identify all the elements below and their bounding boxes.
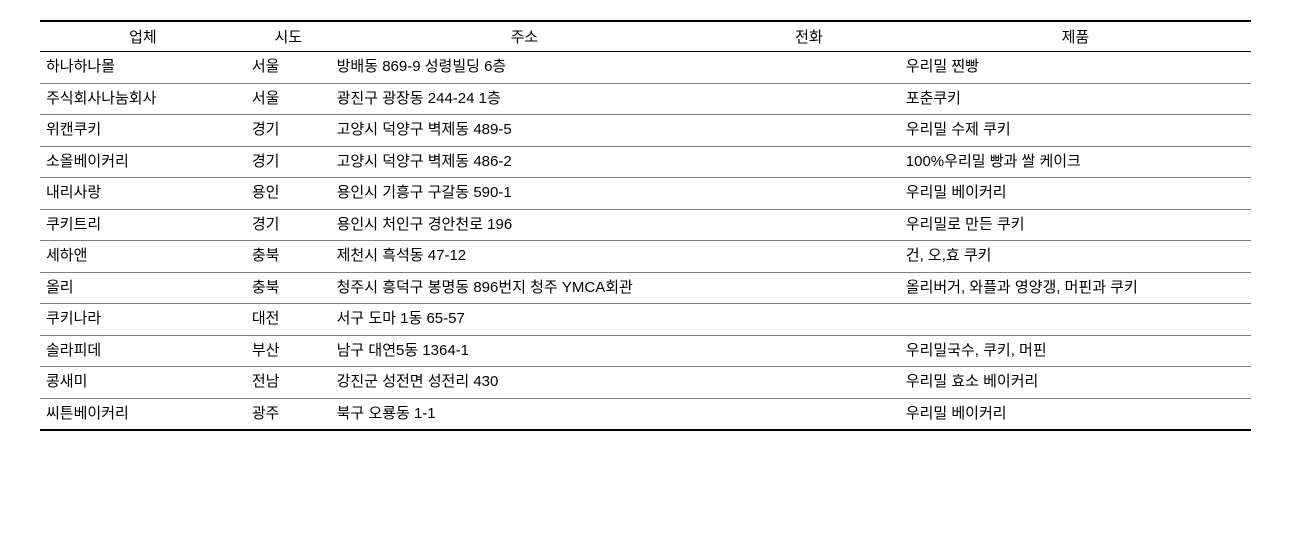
company-table: 업체 시도 주소 전화 제품 하나하나몰서울방배동 869-9 성령빌딩 6층우… [40, 20, 1251, 431]
cell-product: 우리밀 찐빵 [900, 52, 1251, 84]
cell-company: 소올베이커리 [40, 146, 246, 178]
col-header-address: 주소 [331, 21, 719, 52]
cell-phone [718, 335, 900, 367]
cell-province: 경기 [246, 146, 331, 178]
cell-company: 올리 [40, 272, 246, 304]
cell-company: 위캔쿠키 [40, 115, 246, 147]
table-row: 주식회사나눔회사서울광진구 광장동 244-24 1층 포춘쿠키 [40, 83, 1251, 115]
cell-company: 내리사랑 [40, 178, 246, 210]
table-row: 위캔쿠키경기고양시 덕양구 벽제동 489-5 우리밀 수제 쿠키 [40, 115, 1251, 147]
cell-province: 경기 [246, 115, 331, 147]
cell-phone [718, 52, 900, 84]
table-row: 콩새미전남강진군 성전면 성전리 430 우리밀 효소 베이커리 [40, 367, 1251, 399]
table-row: 세하앤충북제천시 흑석동 47-12 건, 오,효 쿠키 [40, 241, 1251, 273]
cell-address: 북구 오룡동 1-1 [331, 398, 719, 430]
cell-company: 쿠키트리 [40, 209, 246, 241]
cell-company: 씨튼베이커리 [40, 398, 246, 430]
cell-company: 콩새미 [40, 367, 246, 399]
cell-phone [718, 115, 900, 147]
cell-product: 우리밀국수, 쿠키, 머핀 [900, 335, 1251, 367]
cell-address: 방배동 869-9 성령빌딩 6층 [331, 52, 719, 84]
cell-product: 우리밀 효소 베이커리 [900, 367, 1251, 399]
cell-address: 고양시 덕양구 벽제동 489-5 [331, 115, 719, 147]
cell-product: 우리밀 베이커리 [900, 398, 1251, 430]
table-row: 쿠키트리경기용인시 처인구 경안천로 196 우리밀로 만든 쿠키 [40, 209, 1251, 241]
cell-product: 올리버거, 와플과 영양갱, 머핀과 쿠키 [900, 272, 1251, 304]
cell-company: 솔라피데 [40, 335, 246, 367]
cell-address: 강진군 성전면 성전리 430 [331, 367, 719, 399]
cell-province: 경기 [246, 209, 331, 241]
col-header-product: 제품 [900, 21, 1251, 52]
cell-province: 부산 [246, 335, 331, 367]
cell-product: 포춘쿠키 [900, 83, 1251, 115]
cell-address: 청주시 흥덕구 봉명동 896번지 청주 YMCA회관 [331, 272, 719, 304]
col-header-phone: 전화 [718, 21, 900, 52]
cell-product: 100%우리밀 빵과 쌀 케이크 [900, 146, 1251, 178]
col-header-province: 시도 [246, 21, 331, 52]
cell-company: 하나하나몰 [40, 52, 246, 84]
table-row: 소올베이커리경기고양시 덕양구 벽제동 486-2 100%우리밀 빵과 쌀 케이… [40, 146, 1251, 178]
cell-phone [718, 272, 900, 304]
cell-province: 충북 [246, 272, 331, 304]
cell-province: 대전 [246, 304, 331, 336]
cell-phone [718, 146, 900, 178]
cell-phone [718, 83, 900, 115]
cell-address: 제천시 흑석동 47-12 [331, 241, 719, 273]
cell-phone [718, 209, 900, 241]
col-header-company: 업체 [40, 21, 246, 52]
cell-province: 서울 [246, 52, 331, 84]
cell-address: 광진구 광장동 244-24 1층 [331, 83, 719, 115]
cell-phone [718, 241, 900, 273]
cell-product: 우리밀 베이커리 [900, 178, 1251, 210]
cell-address: 남구 대연5동 1364-1 [331, 335, 719, 367]
cell-province: 용인 [246, 178, 331, 210]
cell-address: 서구 도마 1동 65-57 [331, 304, 719, 336]
cell-province: 광주 [246, 398, 331, 430]
cell-address: 용인시 기흥구 구갈동 590-1 [331, 178, 719, 210]
cell-address: 용인시 처인구 경안천로 196 [331, 209, 719, 241]
cell-phone [718, 178, 900, 210]
table-row: 올리충북청주시 흥덕구 봉명동 896번지 청주 YMCA회관 올리버거, 와플과… [40, 272, 1251, 304]
cell-product: 건, 오,효 쿠키 [900, 241, 1251, 273]
cell-phone [718, 367, 900, 399]
table-row: 하나하나몰서울방배동 869-9 성령빌딩 6층 우리밀 찐빵 [40, 52, 1251, 84]
cell-province: 전남 [246, 367, 331, 399]
table-header-row: 업체 시도 주소 전화 제품 [40, 21, 1251, 52]
cell-address: 고양시 덕양구 벽제동 486-2 [331, 146, 719, 178]
table-row: 내리사랑용인용인시 기흥구 구갈동 590-1 우리밀 베이커리 [40, 178, 1251, 210]
cell-province: 서울 [246, 83, 331, 115]
table-body: 하나하나몰서울방배동 869-9 성령빌딩 6층우리밀 찐빵주식회사나눔회사서울… [40, 52, 1251, 431]
cell-phone [718, 304, 900, 336]
cell-product: 우리밀로 만든 쿠키 [900, 209, 1251, 241]
cell-province: 충북 [246, 241, 331, 273]
cell-company: 세하앤 [40, 241, 246, 273]
table-row: 씨튼베이커리광주북구 오룡동 1-1 우리밀 베이커리 [40, 398, 1251, 430]
cell-phone [718, 398, 900, 430]
cell-product: 우리밀 수제 쿠키 [900, 115, 1251, 147]
cell-product [900, 304, 1251, 336]
cell-company: 주식회사나눔회사 [40, 83, 246, 115]
cell-company: 쿠키나라 [40, 304, 246, 336]
table-row: 솔라피데부산남구 대연5동 1364-1 우리밀국수, 쿠키, 머핀 [40, 335, 1251, 367]
table-row: 쿠키나라대전서구 도마 1동 65-57 [40, 304, 1251, 336]
